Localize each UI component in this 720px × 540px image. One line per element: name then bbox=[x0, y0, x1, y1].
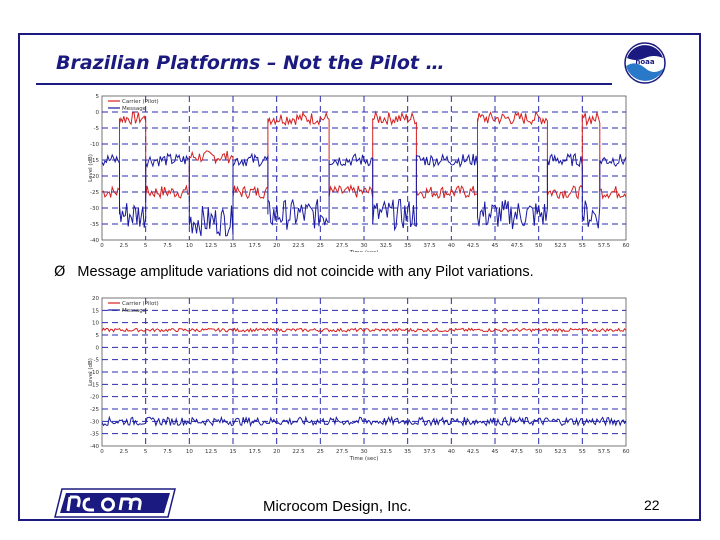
x-tick-label: 0 bbox=[100, 243, 104, 249]
x-tick-label: 42.5 bbox=[467, 449, 480, 455]
x-tick-label: 20 bbox=[273, 243, 280, 249]
y-tick-label: 20 bbox=[92, 296, 99, 302]
y-tick-label: -5 bbox=[94, 126, 100, 132]
x-tick-label: 55 bbox=[579, 243, 586, 249]
series-line-message bbox=[101, 415, 627, 428]
y-tick-label: -40 bbox=[90, 238, 99, 244]
y-tick-label: 10 bbox=[92, 321, 99, 327]
y-tick-label: -15 bbox=[90, 158, 99, 164]
x-tick-label: 10 bbox=[186, 449, 193, 455]
x-tick-label: 30 bbox=[361, 449, 368, 455]
legend-label: Carrier (Pilot) bbox=[122, 301, 159, 307]
slide-title: Brazilian Platforms – Not the Pilot … bbox=[56, 52, 445, 74]
amplitude-chart-bottom: 0 2.5 5 7.5 10 12.5 15 17.5 20 22.5 25 27.5 30 32.5 35… bbox=[88, 296, 630, 462]
x-tick-label: 42.5 bbox=[467, 243, 480, 249]
x-axis-label: Time (sec) bbox=[349, 456, 379, 462]
x-tick-label: 0 bbox=[100, 449, 104, 455]
x-tick-label: 60 bbox=[623, 449, 630, 455]
legend-label: Carrier (Pilot) bbox=[122, 99, 159, 105]
y-tick-label: -10 bbox=[90, 370, 99, 376]
x-tick-label: 35 bbox=[404, 243, 411, 249]
y-tick-label: -35 bbox=[90, 222, 99, 228]
x-tick-label: 32.5 bbox=[380, 449, 393, 455]
slide-frame bbox=[18, 33, 701, 521]
noaa-logo: noaa bbox=[624, 42, 666, 84]
x-tick-label: 40 bbox=[448, 449, 455, 455]
y-tick-label: 5 bbox=[96, 333, 100, 339]
x-tick-label: 12.5 bbox=[205, 243, 218, 249]
y-tick-label: -5 bbox=[94, 358, 100, 364]
bullet-point: Ø Message amplitude variations did not co… bbox=[54, 264, 534, 280]
y-axis-label: Level (dB) bbox=[88, 154, 94, 182]
x-tick-label: 17.5 bbox=[249, 243, 262, 249]
x-tick-label: 17.5 bbox=[249, 449, 262, 455]
title-rule bbox=[36, 83, 612, 85]
y-tick-label: -30 bbox=[90, 419, 99, 425]
x-axis-label: Time (sec) bbox=[349, 250, 379, 252]
ucom-logo bbox=[54, 488, 176, 518]
legend-label: Message bbox=[122, 106, 147, 112]
y-tick-label: -35 bbox=[90, 432, 99, 438]
y-tick-label: -15 bbox=[90, 382, 99, 388]
x-tick-label: 52.5 bbox=[554, 243, 567, 249]
x-tick-label: 50 bbox=[535, 449, 542, 455]
x-tick-label: 25 bbox=[317, 243, 324, 249]
y-tick-label: -25 bbox=[90, 407, 99, 413]
bullet-text: Message amplitude variations did not coi… bbox=[77, 264, 534, 280]
x-tick-label: 10 bbox=[186, 243, 193, 249]
x-tick-label: 60 bbox=[623, 243, 630, 249]
x-tick-label: 15 bbox=[230, 243, 237, 249]
x-tick-label: 5 bbox=[144, 243, 148, 249]
y-tick-label: -10 bbox=[90, 142, 99, 148]
x-tick-label: 37.5 bbox=[423, 243, 436, 249]
x-tick-label: 7.5 bbox=[163, 449, 172, 455]
x-tick-label: 57.5 bbox=[598, 243, 611, 249]
x-tick-label: 30 bbox=[361, 243, 368, 249]
x-tick-label: 47.5 bbox=[511, 449, 524, 455]
x-tick-label: 50 bbox=[535, 243, 542, 249]
company-name: Microcom Design, Inc. bbox=[263, 498, 412, 515]
y-tick-label: -25 bbox=[90, 190, 99, 196]
x-tick-label: 40 bbox=[448, 243, 455, 249]
x-tick-label: 2.5 bbox=[119, 243, 128, 249]
x-tick-label: 5 bbox=[144, 449, 148, 455]
series-line-message bbox=[101, 152, 627, 237]
y-axis-label: Level (dB) bbox=[88, 358, 94, 386]
x-tick-label: 45 bbox=[492, 243, 499, 249]
page-number: 22 bbox=[644, 497, 660, 513]
x-tick-label: 57.5 bbox=[598, 449, 611, 455]
x-tick-label: 22.5 bbox=[292, 449, 305, 455]
x-tick-label: 2.5 bbox=[119, 449, 128, 455]
y-tick-label: -40 bbox=[90, 444, 99, 450]
x-tick-label: 35 bbox=[404, 449, 411, 455]
x-tick-label: 7.5 bbox=[163, 243, 172, 249]
amplitude-chart-top: 0 2.5 5 7.5 10 12.5 15 17.5 20 22.5 25 27.5 30 32.5 35… bbox=[88, 94, 630, 252]
x-tick-label: 20 bbox=[273, 449, 280, 455]
y-tick-label: -20 bbox=[90, 395, 99, 401]
x-tick-label: 45 bbox=[492, 449, 499, 455]
x-tick-label: 52.5 bbox=[554, 449, 567, 455]
x-tick-label: 12.5 bbox=[205, 449, 218, 455]
y-tick-label: 5 bbox=[96, 94, 100, 100]
legend-label: Message bbox=[122, 308, 147, 314]
noaa-logo-text: noaa bbox=[635, 58, 655, 66]
x-tick-label: 15 bbox=[230, 449, 237, 455]
bullet-arrow-icon: Ø bbox=[54, 264, 66, 280]
x-tick-label: 55 bbox=[579, 449, 586, 455]
x-tick-label: 27.5 bbox=[336, 449, 349, 455]
x-tick-label: 27.5 bbox=[336, 243, 349, 249]
series-line-pilot bbox=[101, 327, 627, 333]
x-tick-label: 47.5 bbox=[511, 243, 524, 249]
x-tick-label: 32.5 bbox=[380, 243, 393, 249]
y-tick-label: 15 bbox=[92, 308, 99, 314]
y-tick-label: -20 bbox=[90, 174, 99, 180]
x-tick-label: 22.5 bbox=[292, 243, 305, 249]
y-tick-label: 0 bbox=[96, 345, 100, 351]
y-tick-label: 0 bbox=[96, 110, 100, 116]
x-tick-label: 25 bbox=[317, 449, 324, 455]
x-tick-label: 37.5 bbox=[423, 449, 436, 455]
y-tick-label: -30 bbox=[90, 206, 99, 212]
